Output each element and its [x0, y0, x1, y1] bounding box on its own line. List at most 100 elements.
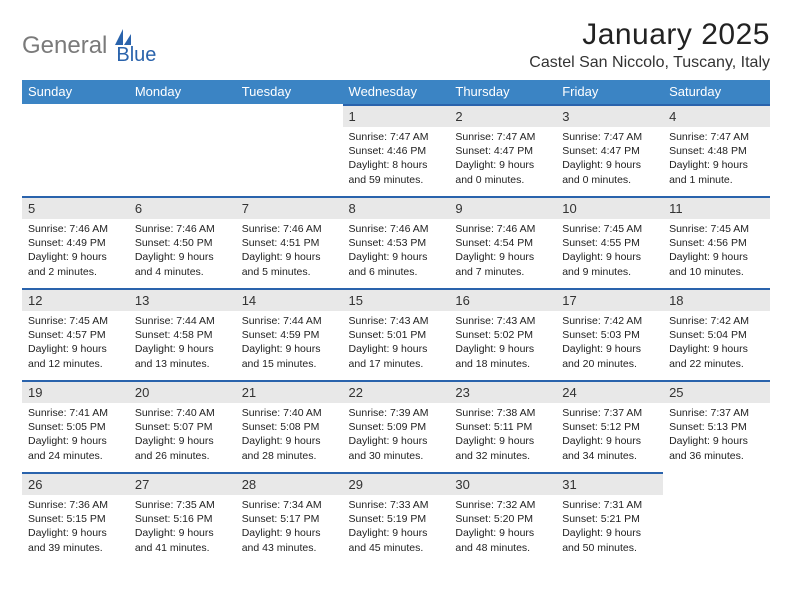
day-number: 2	[449, 104, 556, 127]
weekday-header: Tuesday	[236, 80, 343, 104]
logo-text-blue: Blue	[116, 24, 156, 67]
calendar-day-cell: 26Sunrise: 7:36 AMSunset: 5:15 PMDayligh…	[22, 472, 129, 564]
day-number: 11	[663, 196, 770, 219]
day-details: Sunrise: 7:35 AMSunset: 5:16 PMDaylight:…	[129, 495, 236, 559]
calendar-day-cell: 10Sunrise: 7:45 AMSunset: 4:55 PMDayligh…	[556, 196, 663, 288]
calendar-day-cell: 21Sunrise: 7:40 AMSunset: 5:08 PMDayligh…	[236, 380, 343, 472]
day-number: 14	[236, 288, 343, 311]
calendar-day-cell: 30Sunrise: 7:32 AMSunset: 5:20 PMDayligh…	[449, 472, 556, 564]
calendar-day-cell: 18Sunrise: 7:42 AMSunset: 5:04 PMDayligh…	[663, 288, 770, 380]
day-number: 22	[343, 380, 450, 403]
calendar-day-cell: 16Sunrise: 7:43 AMSunset: 5:02 PMDayligh…	[449, 288, 556, 380]
day-number: 28	[236, 472, 343, 495]
day-details: Sunrise: 7:47 AMSunset: 4:47 PMDaylight:…	[449, 127, 556, 191]
day-details: Sunrise: 7:46 AMSunset: 4:51 PMDaylight:…	[236, 219, 343, 283]
day-details: Sunrise: 7:37 AMSunset: 5:12 PMDaylight:…	[556, 403, 663, 467]
day-details: Sunrise: 7:45 AMSunset: 4:57 PMDaylight:…	[22, 311, 129, 375]
calendar-day-cell: 28Sunrise: 7:34 AMSunset: 5:17 PMDayligh…	[236, 472, 343, 564]
day-details: Sunrise: 7:37 AMSunset: 5:13 PMDaylight:…	[663, 403, 770, 467]
calendar-day-cell: 22Sunrise: 7:39 AMSunset: 5:09 PMDayligh…	[343, 380, 450, 472]
day-number: 24	[556, 380, 663, 403]
calendar-day-cell: 11Sunrise: 7:45 AMSunset: 4:56 PMDayligh…	[663, 196, 770, 288]
calendar-day-cell: 19Sunrise: 7:41 AMSunset: 5:05 PMDayligh…	[22, 380, 129, 472]
calendar-day-cell: 29Sunrise: 7:33 AMSunset: 5:19 PMDayligh…	[343, 472, 450, 564]
calendar-week-row: 12Sunrise: 7:45 AMSunset: 4:57 PMDayligh…	[22, 288, 770, 380]
logo-text-general: General	[22, 32, 107, 60]
day-number: 8	[343, 196, 450, 219]
day-details: Sunrise: 7:31 AMSunset: 5:21 PMDaylight:…	[556, 495, 663, 559]
weekday-header: Friday	[556, 80, 663, 104]
day-number: 6	[129, 196, 236, 219]
calendar-day-cell: .	[129, 104, 236, 196]
calendar-week-row: 5Sunrise: 7:46 AMSunset: 4:49 PMDaylight…	[22, 196, 770, 288]
header: General Blue January 2025 Castel San Nic…	[22, 18, 770, 72]
day-details: Sunrise: 7:46 AMSunset: 4:53 PMDaylight:…	[343, 219, 450, 283]
day-number: 21	[236, 380, 343, 403]
day-details: Sunrise: 7:38 AMSunset: 5:11 PMDaylight:…	[449, 403, 556, 467]
day-number: 26	[22, 472, 129, 495]
day-details: Sunrise: 7:47 AMSunset: 4:46 PMDaylight:…	[343, 127, 450, 191]
weekday-header: Saturday	[663, 80, 770, 104]
day-details: Sunrise: 7:34 AMSunset: 5:17 PMDaylight:…	[236, 495, 343, 559]
day-details: Sunrise: 7:32 AMSunset: 5:20 PMDaylight:…	[449, 495, 556, 559]
calendar-body: . . . 1Sunrise: 7:47 AMSunset: 4:46 PMDa…	[22, 104, 770, 564]
title-block: January 2025 Castel San Niccolo, Tuscany…	[529, 18, 770, 72]
day-details: Sunrise: 7:41 AMSunset: 5:05 PMDaylight:…	[22, 403, 129, 467]
day-details: Sunrise: 7:33 AMSunset: 5:19 PMDaylight:…	[343, 495, 450, 559]
logo: General Blue	[22, 18, 156, 67]
calendar-day-cell: 20Sunrise: 7:40 AMSunset: 5:07 PMDayligh…	[129, 380, 236, 472]
weekday-header: Sunday	[22, 80, 129, 104]
day-number: 12	[22, 288, 129, 311]
day-number: 25	[663, 380, 770, 403]
weekday-header-row: Sunday Monday Tuesday Wednesday Thursday…	[22, 80, 770, 104]
day-number: 30	[449, 472, 556, 495]
location-subtitle: Castel San Niccolo, Tuscany, Italy	[529, 54, 770, 72]
calendar-day-cell: 25Sunrise: 7:37 AMSunset: 5:13 PMDayligh…	[663, 380, 770, 472]
day-number: 10	[556, 196, 663, 219]
day-number: 4	[663, 104, 770, 127]
day-number: 3	[556, 104, 663, 127]
day-number: 15	[343, 288, 450, 311]
calendar-day-cell: 8Sunrise: 7:46 AMSunset: 4:53 PMDaylight…	[343, 196, 450, 288]
weekday-header: Wednesday	[343, 80, 450, 104]
day-number: 31	[556, 472, 663, 495]
calendar-week-row: 19Sunrise: 7:41 AMSunset: 5:05 PMDayligh…	[22, 380, 770, 472]
day-number: 27	[129, 472, 236, 495]
weekday-header: Thursday	[449, 80, 556, 104]
calendar-week-row: . . . 1Sunrise: 7:47 AMSunset: 4:46 PMDa…	[22, 104, 770, 196]
day-details: Sunrise: 7:43 AMSunset: 5:02 PMDaylight:…	[449, 311, 556, 375]
day-number: 7	[236, 196, 343, 219]
day-details: Sunrise: 7:47 AMSunset: 4:48 PMDaylight:…	[663, 127, 770, 191]
calendar-day-cell: 15Sunrise: 7:43 AMSunset: 5:01 PMDayligh…	[343, 288, 450, 380]
day-details: Sunrise: 7:40 AMSunset: 5:08 PMDaylight:…	[236, 403, 343, 467]
calendar-day-cell: 6Sunrise: 7:46 AMSunset: 4:50 PMDaylight…	[129, 196, 236, 288]
calendar-day-cell: 2Sunrise: 7:47 AMSunset: 4:47 PMDaylight…	[449, 104, 556, 196]
weekday-header: Monday	[129, 80, 236, 104]
day-details: Sunrise: 7:47 AMSunset: 4:47 PMDaylight:…	[556, 127, 663, 191]
day-details: Sunrise: 7:42 AMSunset: 5:03 PMDaylight:…	[556, 311, 663, 375]
calendar-day-cell: 31Sunrise: 7:31 AMSunset: 5:21 PMDayligh…	[556, 472, 663, 564]
day-details: Sunrise: 7:45 AMSunset: 4:55 PMDaylight:…	[556, 219, 663, 283]
day-details: Sunrise: 7:44 AMSunset: 4:58 PMDaylight:…	[129, 311, 236, 375]
day-details: Sunrise: 7:45 AMSunset: 4:56 PMDaylight:…	[663, 219, 770, 283]
day-number: 18	[663, 288, 770, 311]
calendar-day-cell: 5Sunrise: 7:46 AMSunset: 4:49 PMDaylight…	[22, 196, 129, 288]
day-details: Sunrise: 7:46 AMSunset: 4:50 PMDaylight:…	[129, 219, 236, 283]
calendar-day-cell: 7Sunrise: 7:46 AMSunset: 4:51 PMDaylight…	[236, 196, 343, 288]
calendar-day-cell: 9Sunrise: 7:46 AMSunset: 4:54 PMDaylight…	[449, 196, 556, 288]
calendar-day-cell: 23Sunrise: 7:38 AMSunset: 5:11 PMDayligh…	[449, 380, 556, 472]
day-details: Sunrise: 7:46 AMSunset: 4:49 PMDaylight:…	[22, 219, 129, 283]
calendar-day-cell: 17Sunrise: 7:42 AMSunset: 5:03 PMDayligh…	[556, 288, 663, 380]
calendar-day-cell: 3Sunrise: 7:47 AMSunset: 4:47 PMDaylight…	[556, 104, 663, 196]
calendar-day-cell: 13Sunrise: 7:44 AMSunset: 4:58 PMDayligh…	[129, 288, 236, 380]
day-number: 20	[129, 380, 236, 403]
day-number: 17	[556, 288, 663, 311]
day-details: Sunrise: 7:43 AMSunset: 5:01 PMDaylight:…	[343, 311, 450, 375]
calendar-day-cell: 24Sunrise: 7:37 AMSunset: 5:12 PMDayligh…	[556, 380, 663, 472]
day-details: Sunrise: 7:40 AMSunset: 5:07 PMDaylight:…	[129, 403, 236, 467]
day-number: 13	[129, 288, 236, 311]
day-number: 16	[449, 288, 556, 311]
calendar-day-cell: .	[236, 104, 343, 196]
day-number: 23	[449, 380, 556, 403]
calendar-day-cell: 1Sunrise: 7:47 AMSunset: 4:46 PMDaylight…	[343, 104, 450, 196]
